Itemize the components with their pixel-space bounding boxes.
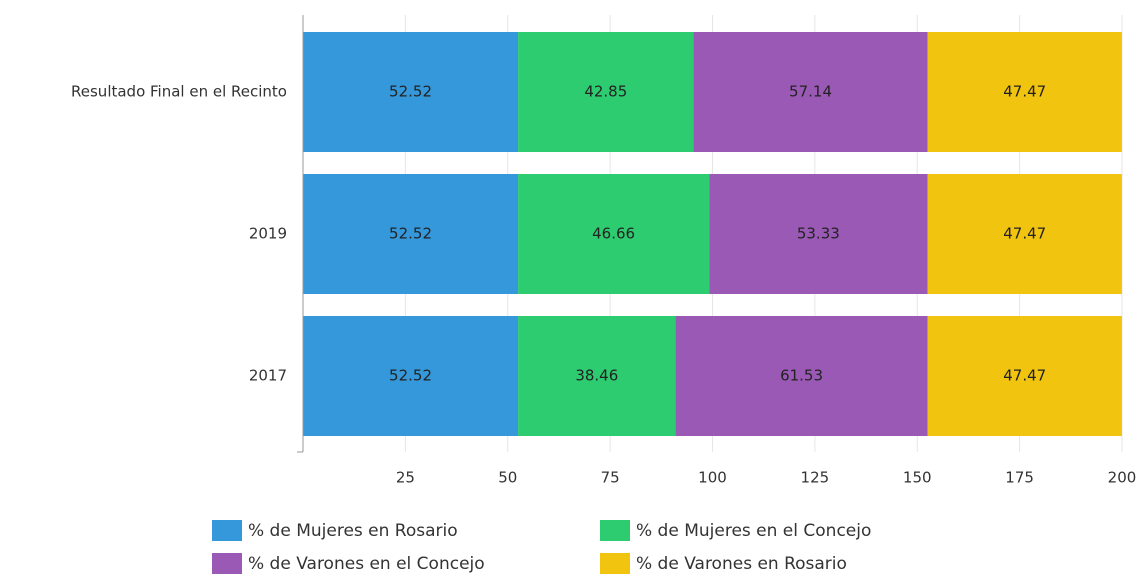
data-label: 57.14 (789, 83, 832, 101)
data-label: 61.53 (780, 367, 823, 385)
x-tick-label: 150 (903, 469, 932, 487)
legend-swatch (600, 520, 630, 541)
bar-segment (303, 316, 519, 436)
bar-segment (518, 316, 676, 436)
y-tick-label: Resultado Final en el Recinto (71, 83, 287, 101)
data-label: 47.47 (1003, 83, 1046, 101)
data-label: 53.33 (797, 225, 840, 243)
legend-label: % de Varones en Rosario (636, 554, 847, 574)
bar-segment (927, 174, 1122, 294)
bar-segment (927, 316, 1122, 436)
x-tick-label: 75 (601, 469, 620, 487)
bar-segment (518, 174, 710, 294)
legend-label: % de Mujeres en el Concejo (636, 521, 871, 541)
legend-swatch (600, 553, 630, 574)
x-tick-label: 100 (698, 469, 727, 487)
y-tick-label: 2019 (249, 225, 287, 243)
data-label: 46.66 (592, 225, 635, 243)
x-tick-label: 50 (498, 469, 517, 487)
legend-swatch (212, 520, 242, 541)
x-tick-label: 25 (396, 469, 415, 487)
bar-segment (927, 32, 1122, 152)
data-label: 52.52 (389, 225, 432, 243)
data-label: 38.46 (575, 367, 618, 385)
data-label: 47.47 (1003, 225, 1046, 243)
bar-segment (709, 174, 928, 294)
x-tick-label: 175 (1005, 469, 1034, 487)
bar-segment (693, 32, 928, 152)
bar-segment (303, 32, 519, 152)
legend-swatch (212, 553, 242, 574)
legend: % de Mujeres en Rosario % de Mujeres en e… (212, 520, 871, 574)
bar-segment (303, 174, 519, 294)
bar-segment (675, 316, 928, 436)
y-tick-label: 2017 (249, 367, 287, 385)
data-label: 52.52 (389, 367, 432, 385)
data-label: 42.85 (584, 83, 627, 101)
x-tick-label: 125 (801, 469, 830, 487)
data-label: 52.52 (389, 83, 432, 101)
legend-label: % de Mujeres en Rosario (248, 521, 458, 541)
x-tick-label: 200 (1108, 469, 1137, 487)
data-label: 47.47 (1003, 367, 1046, 385)
legend-label: % de Varones en el Concejo (248, 554, 485, 574)
bar-segment (518, 32, 694, 152)
